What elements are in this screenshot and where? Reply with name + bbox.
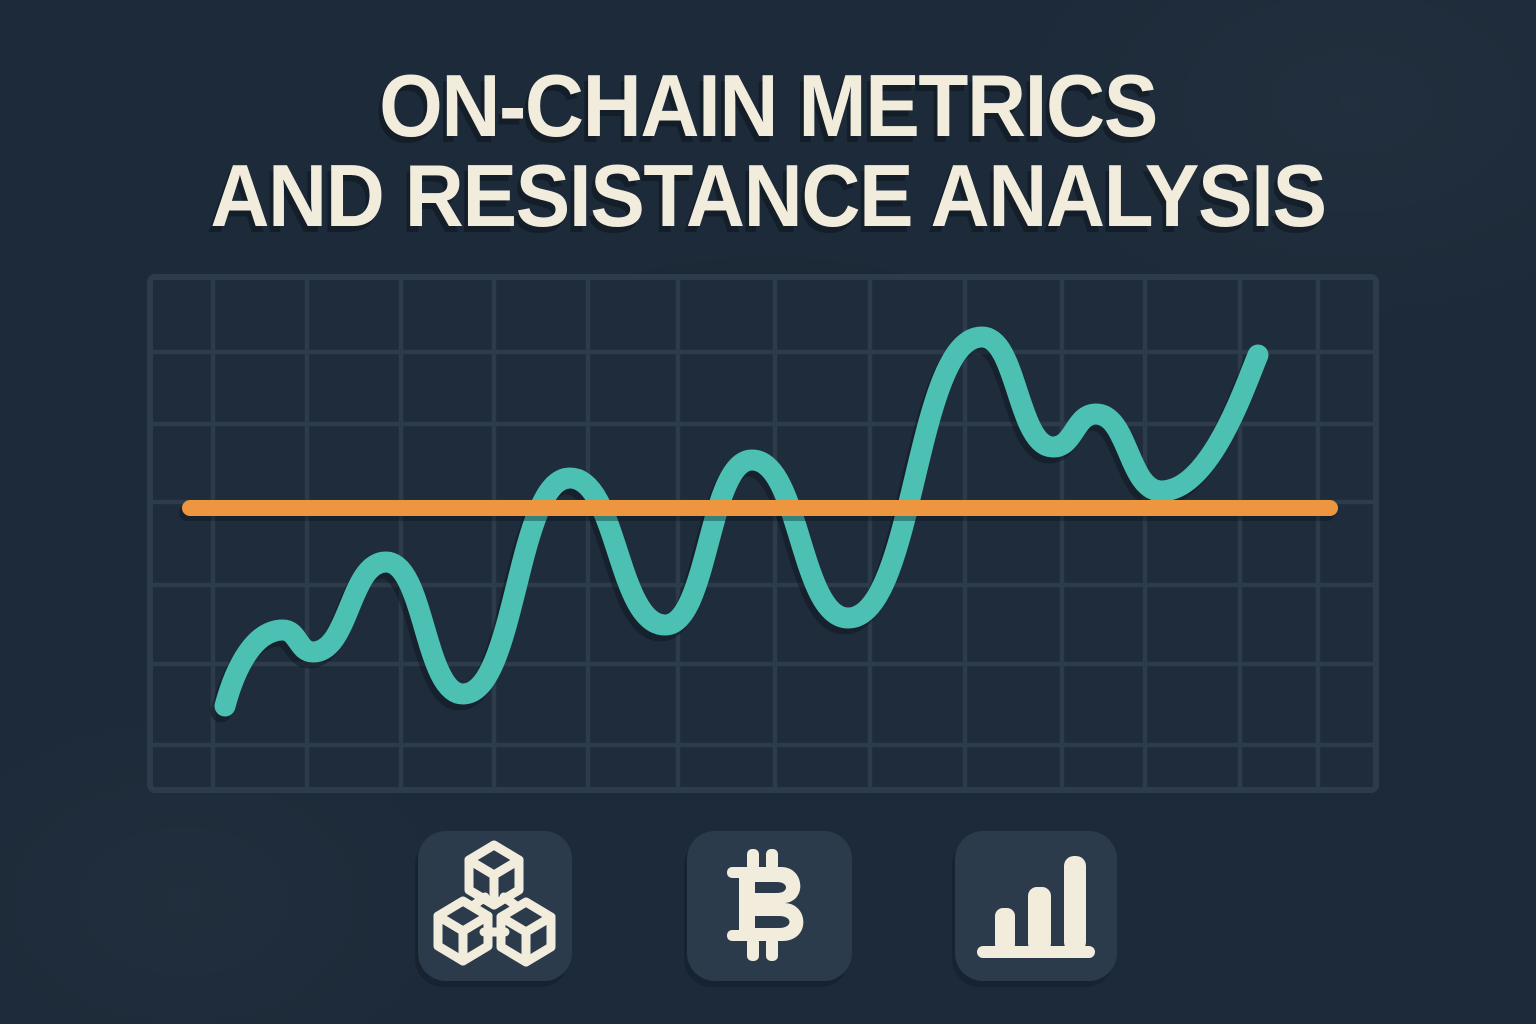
bar-chart-icon [977,856,1095,958]
cube-links [469,892,520,937]
bitcoin-tile [687,831,852,981]
blockchain-cubes-icon [433,840,556,967]
bitcoin-b [739,867,804,941]
bar-chart-baseline [977,946,1095,958]
cube-top [464,840,524,910]
bar-chart-bars [977,856,1095,958]
bitcoin-icon [727,849,804,961]
bitcoin-prongs [727,849,778,961]
chart-grid [147,274,1379,793]
barchart-tile [955,831,1117,981]
metric-line [182,326,1338,717]
title-line-1: ON-CHAIN METRICS [379,56,1158,155]
cube-bottom-left [433,896,493,966]
title-line-2: AND RESISTANCE ANALYSIS [210,146,1327,245]
page-title: ON-CHAIN METRICS AND RESISTANCE ANALYSIS [54,61,1482,241]
cube-bottom-right [496,897,556,967]
blockchain-tile [418,831,572,981]
